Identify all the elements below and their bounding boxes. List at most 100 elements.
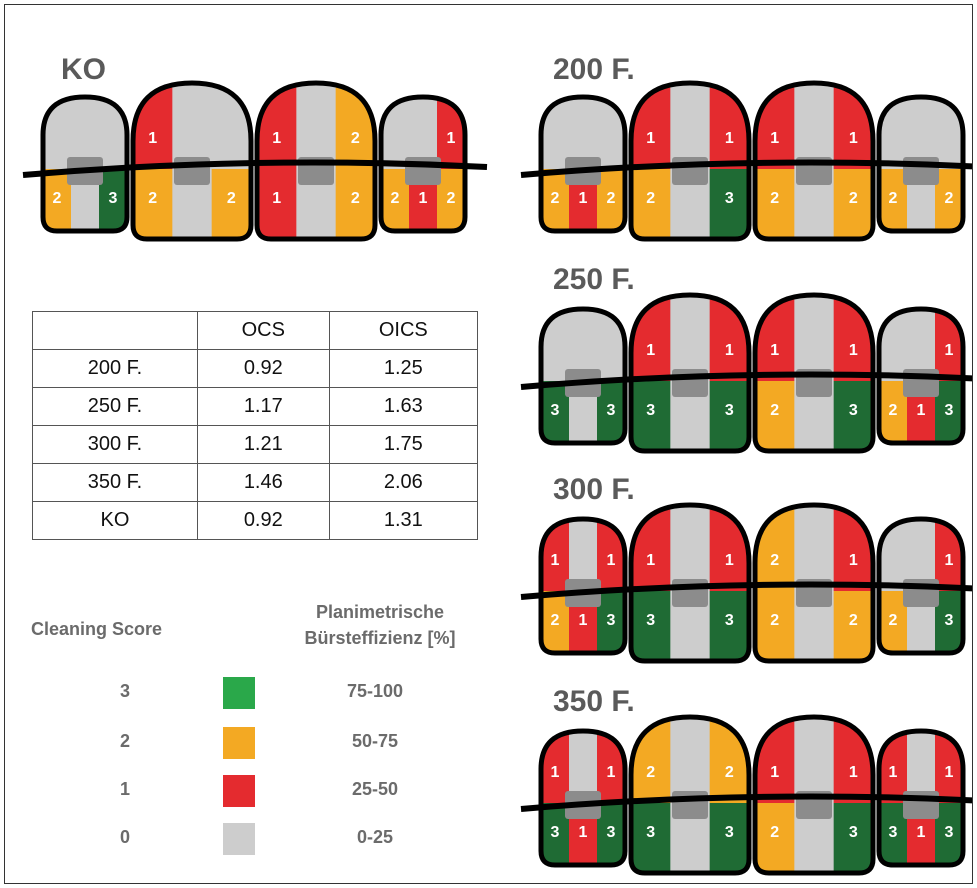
- segment-score: 3: [945, 824, 954, 841]
- panel-title-ko: KO: [61, 53, 106, 86]
- table-row: 200 F. 0.92 1.25: [32, 349, 479, 388]
- tooth-segment: [631, 169, 671, 239]
- bracket: [672, 369, 708, 397]
- tooth-segment: [597, 803, 625, 865]
- tooth-segment: [879, 309, 908, 381]
- tooth-outline: [752, 292, 876, 454]
- tooth: [755, 505, 873, 661]
- table-header-row: OCS OICS: [32, 311, 479, 350]
- segment-score: 1: [551, 552, 560, 569]
- tooth-outline: [876, 94, 966, 234]
- segment-score: 1: [725, 552, 734, 569]
- segment-score: 1: [646, 342, 655, 359]
- archwire: [520, 793, 972, 812]
- legend-row: 1 25-50: [5, 775, 485, 809]
- segment-score: 3: [725, 824, 734, 841]
- teeth-panel-f250: 3 3 1 1 3 3 1 1 2 3 1 2 1 3: [520, 292, 972, 454]
- segment-score: 3: [607, 824, 616, 841]
- tooth-outline: [752, 80, 876, 242]
- segment-score: 3: [725, 190, 734, 207]
- legend-swatch: [223, 727, 255, 759]
- tooth: [541, 731, 625, 865]
- tooth-segment: [709, 803, 749, 873]
- tooth-segment: [437, 169, 465, 231]
- segment-score: 1: [607, 764, 616, 781]
- segment-score: 2: [646, 764, 655, 781]
- ocs-value: 1.21: [196, 425, 330, 464]
- segment-score: 3: [889, 824, 898, 841]
- tooth: [879, 97, 963, 231]
- segment-score: 2: [148, 190, 157, 207]
- segment-score: 2: [53, 190, 62, 207]
- segment-score: 1: [770, 130, 779, 147]
- segment-score: 1: [148, 130, 157, 147]
- tooth-outline: [538, 306, 628, 446]
- tooth-segment: [631, 591, 671, 661]
- archwire: [520, 159, 972, 178]
- segment-score: 1: [849, 552, 858, 569]
- tooth-segment: [879, 803, 908, 865]
- tooth-outline: [876, 516, 966, 656]
- tooth-segment: [99, 169, 127, 231]
- segment-score: 3: [607, 402, 616, 419]
- tooth-segment: [257, 169, 297, 239]
- oics-value: 1.75: [328, 425, 479, 464]
- segment-score: 1: [889, 764, 898, 781]
- tooth-outline: [130, 80, 254, 242]
- tooth: [631, 83, 749, 239]
- legend-row: 2 50-75: [5, 727, 485, 761]
- tooth-outline: [538, 516, 628, 656]
- tooth-segment: [794, 505, 835, 591]
- segment-score: 1: [849, 342, 858, 359]
- segment-score: 2: [551, 190, 560, 207]
- segment-score: 3: [849, 402, 858, 419]
- segment-score: 2: [447, 190, 456, 207]
- segment-score: 2: [770, 824, 779, 841]
- segment-score: 2: [889, 190, 898, 207]
- segment-score: 1: [646, 130, 655, 147]
- tooth-segment: [935, 591, 963, 653]
- segment-score: 1: [579, 612, 588, 629]
- tooth-segment: [879, 97, 908, 169]
- tooth-segment: [670, 295, 711, 381]
- bracket: [672, 579, 708, 607]
- tooth: [541, 309, 625, 443]
- tooth-outline: [538, 94, 628, 234]
- segment-score: 3: [646, 612, 655, 629]
- segment-score: 3: [945, 612, 954, 629]
- legend-efficiency-header: Planimetrische Bürsteffizienz [%]: [275, 599, 485, 651]
- ocs-value: 1.17: [196, 387, 330, 426]
- segment-score: 1: [447, 130, 456, 147]
- segment-score: 1: [725, 130, 734, 147]
- tooth-segment: [133, 169, 173, 239]
- archwire: [520, 371, 972, 390]
- tooth-segment: [381, 169, 410, 231]
- ocs-value: 1.46: [196, 463, 330, 502]
- legend-row: 3 75-100: [5, 677, 485, 711]
- tooth-outline: [752, 502, 876, 664]
- tooth: [541, 519, 625, 653]
- tooth: [541, 97, 625, 231]
- bracket: [672, 157, 708, 185]
- tooth-segment: [670, 505, 711, 591]
- segment-score: 3: [551, 402, 560, 419]
- teeth-diagrams: 2 312 21 21 212 1 2 2 1 21 12 31 12 2 2 23 31 13 31 12 312 1 3…: [22, 80, 972, 876]
- tooth-segment: [833, 591, 873, 661]
- tooth: [257, 83, 375, 239]
- segment-score: 1: [945, 342, 954, 359]
- tooth-segment: [541, 803, 570, 865]
- tooth-segment: [335, 169, 375, 239]
- archwire: [520, 581, 972, 600]
- legend-row: 0 0-25: [5, 823, 485, 857]
- tooth-outline: [876, 728, 966, 868]
- tooth-segment: [833, 803, 873, 873]
- oics-value: 1.25: [328, 349, 479, 388]
- row-label: 200 F.: [32, 349, 198, 388]
- legend-score: 1: [119, 779, 130, 799]
- teeth-panel-ko: 2 3 1 2 2 1 2 1 2 1 2 1 2: [22, 80, 488, 242]
- segment-score: 3: [945, 402, 954, 419]
- segment-score: 1: [917, 824, 926, 841]
- legend-range: 0-25: [356, 827, 394, 847]
- segment-score: 1: [849, 130, 858, 147]
